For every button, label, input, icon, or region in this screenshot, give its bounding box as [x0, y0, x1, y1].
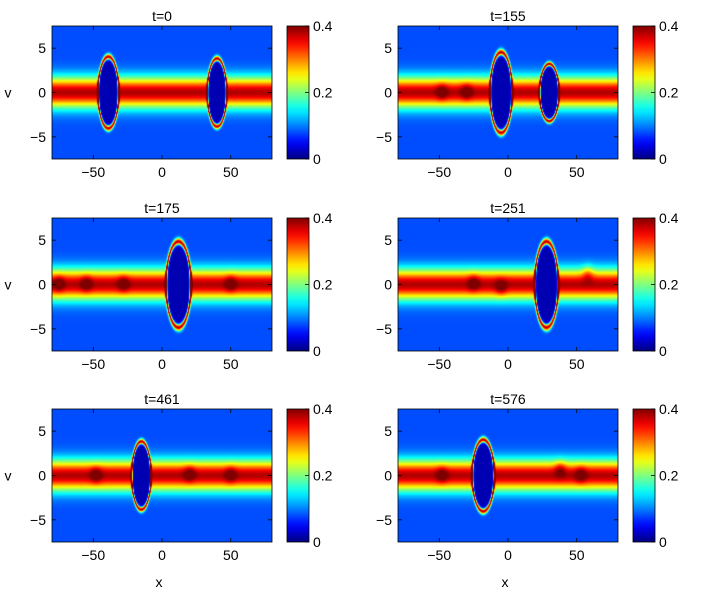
heatmap-image	[398, 218, 618, 351]
colorbar-tick-label: 0.2	[313, 468, 333, 484]
x-tick-label: 0	[504, 164, 512, 180]
panel-title: t=155	[490, 8, 526, 24]
colorbar-tick-label: 0.2	[313, 85, 333, 101]
y-tick-label: −5	[30, 512, 46, 528]
y-tick-label: 0	[384, 85, 392, 101]
y-tick-label: −5	[376, 129, 392, 145]
colorbar-tick-label: 0	[313, 534, 321, 550]
y-tick-label: 5	[384, 423, 392, 439]
heatmap-image	[398, 409, 618, 542]
x-tick-label: 50	[569, 547, 585, 563]
x-tick-label: −50	[81, 547, 105, 563]
y-tick-label: 5	[384, 232, 392, 248]
y-tick-label: −5	[30, 321, 46, 337]
heatmap-image	[398, 26, 618, 159]
heatmap-image	[52, 218, 272, 351]
colorbar-tick-label: 0	[313, 151, 321, 167]
x-tick-label: 0	[158, 547, 166, 563]
y-tick-label: 5	[38, 232, 46, 248]
colorbar-tick-label: 0.2	[313, 277, 333, 293]
y-tick-label: 5	[38, 40, 46, 56]
y-tick-label: 5	[384, 40, 392, 56]
y-tick-label: 0	[384, 468, 392, 484]
colorbar-tick-label: 0.2	[659, 85, 679, 101]
y-tick-label: −5	[376, 321, 392, 337]
panel-title: t=251	[490, 200, 526, 216]
colorbar-tick-label: 0.4	[659, 210, 679, 226]
x-axis-label: x	[156, 574, 163, 590]
x-tick-label: −50	[427, 164, 451, 180]
y-tick-label: 0	[38, 277, 46, 293]
panel-title: t=461	[144, 391, 180, 407]
colorbar-tick-label: 0.4	[659, 401, 679, 417]
y-tick-label: 0	[38, 85, 46, 101]
panel-title: t=576	[490, 391, 526, 407]
colorbar-tick-label: 0	[659, 534, 667, 550]
x-tick-label: 50	[223, 164, 239, 180]
y-tick-label: −5	[376, 512, 392, 528]
x-tick-label: 0	[158, 356, 166, 372]
x-tick-label: 0	[504, 356, 512, 372]
x-tick-label: 50	[223, 547, 239, 563]
y-axis-label: v	[5, 85, 12, 101]
x-tick-label: −50	[427, 547, 451, 563]
y-tick-label: 0	[384, 277, 392, 293]
x-tick-label: −50	[81, 164, 105, 180]
y-tick-label: 5	[38, 423, 46, 439]
y-tick-label: −5	[30, 129, 46, 145]
x-tick-label: 0	[158, 164, 166, 180]
colorbar-tick-label: 0	[659, 343, 667, 359]
x-tick-label: 50	[569, 164, 585, 180]
colorbar-tick-label: 0.4	[313, 18, 333, 34]
x-tick-label: 50	[569, 356, 585, 372]
heatmap-image	[52, 409, 272, 542]
colorbar-tick-label: 0.2	[659, 468, 679, 484]
colorbar-tick-label: 0.4	[659, 18, 679, 34]
heatmap-image	[52, 26, 272, 159]
y-axis-label: v	[5, 277, 12, 293]
x-tick-label: 0	[504, 547, 512, 563]
colorbar-tick-label: 0	[313, 343, 321, 359]
x-tick-label: −50	[427, 356, 451, 372]
colorbar-tick-label: 0	[659, 151, 667, 167]
x-axis-label: x	[502, 574, 509, 590]
x-tick-label: −50	[81, 356, 105, 372]
colorbar-tick-label: 0.4	[313, 401, 333, 417]
x-tick-label: 50	[223, 356, 239, 372]
panel-title: t=175	[144, 200, 180, 216]
panel-title: t=0	[152, 8, 172, 24]
colorbar-tick-label: 0.4	[313, 210, 333, 226]
colorbar-tick-label: 0.2	[659, 277, 679, 293]
y-axis-label: v	[5, 468, 12, 484]
y-tick-label: 0	[38, 468, 46, 484]
